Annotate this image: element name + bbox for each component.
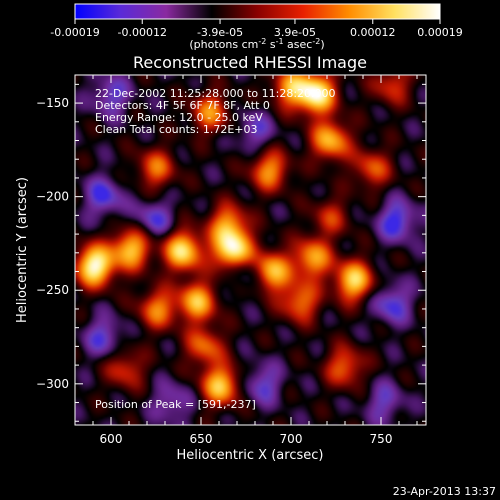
colorbar-tick-label: -0.00019 [50, 26, 99, 39]
colorbar-unit-label: (photons cm-2 s-1 asec-2) [189, 37, 324, 51]
x-tick-label: 650 [190, 432, 213, 446]
y-tick-label: −200 [36, 190, 69, 204]
image-area [75, 75, 426, 425]
colorbar-tick-label: 0.00019 [417, 26, 463, 39]
colorbar-tick-label: -0.00012 [118, 26, 167, 39]
y-tick-label: −300 [36, 377, 69, 391]
annotation-line: 22-Dec-2002 11:25:28.000 to 11:28:20.000 [95, 87, 336, 100]
annotation-line: Detectors: 4F 5F 6F 7F 8F, Att 0 [95, 99, 270, 112]
x-tick-label: 750 [370, 432, 393, 446]
y-tick-label: −250 [36, 283, 69, 297]
x-tick-label: 600 [100, 432, 123, 446]
y-axis-ticks: −150 −200 −250 −300 [36, 83, 426, 422]
heatmap-image [75, 75, 426, 425]
x-axis-ticks: 600 650 700 750 [74, 75, 418, 446]
x-tick-label: 700 [280, 432, 303, 446]
x-axis-label: Heliocentric X (arcsec) [177, 448, 324, 463]
y-tick-label: −150 [36, 96, 69, 110]
footer-date: 23-Apr-2013 13:37 [393, 485, 496, 498]
plot-frame [74, 74, 427, 426]
annotation-line: Clean Total counts: 1.72E+03 [95, 123, 258, 136]
colorbar-tick-label: 3.9e-05 [274, 26, 316, 39]
y-axis-label: Heliocentric Y (arcsec) [15, 177, 30, 323]
peak-position-label: Position of Peak = [591,-237] [95, 398, 256, 411]
colorbar [74, 3, 441, 20]
colorbar-tick-label: 0.00012 [350, 26, 396, 39]
chart-title: Reconstructed RHESSI Image [133, 53, 367, 72]
colorbar-tick-label: -3.9e-05 [197, 26, 243, 39]
annotation-block: 22-Dec-2002 11:25:28.000 to 11:28:20.000… [95, 87, 336, 136]
colorbar-ticks: -0.00019 -0.00012 -3.9e-05 3.9e-05 0.00012 0.… [50, 19, 463, 39]
annotation-line: Energy Range: 12.0 - 25.0 keV [95, 111, 263, 124]
